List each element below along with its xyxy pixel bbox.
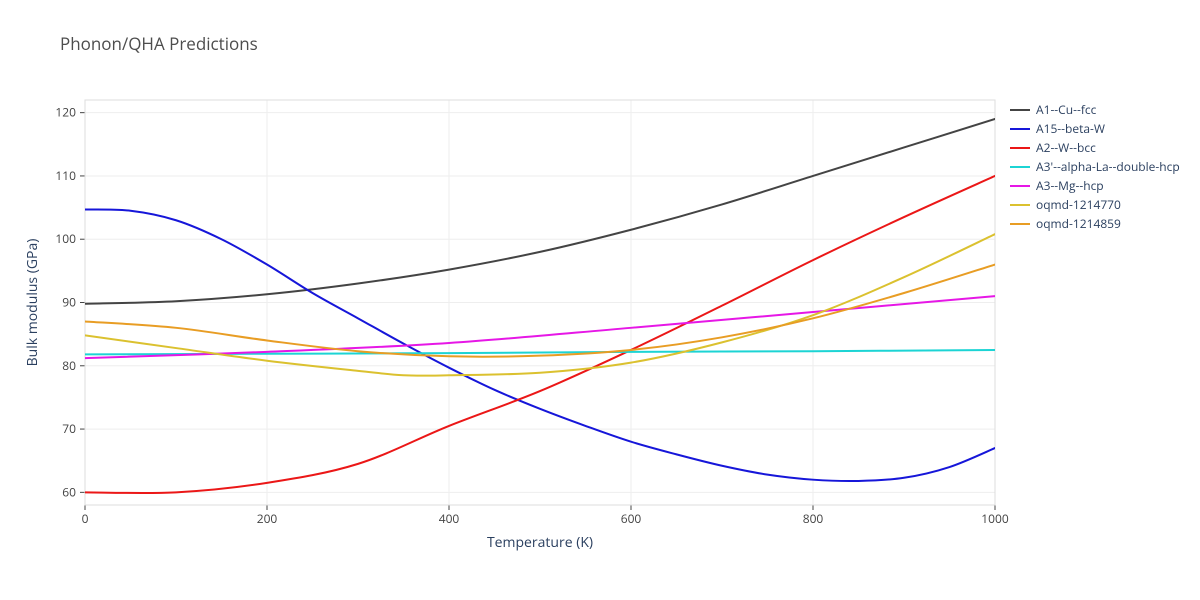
x-tick-label: 400: [439, 510, 460, 527]
legend-swatch: [1010, 223, 1030, 225]
y-tick-label: 70: [62, 420, 76, 437]
legend-item[interactable]: A2--W--bcc: [1010, 138, 1180, 157]
legend-swatch: [1010, 204, 1030, 206]
legend: A1--Cu--fcc A15--beta-W A2--W--bcc A3'--alp…: [1010, 100, 1180, 233]
y-tick-label: 100: [55, 230, 76, 247]
legend-swatch: [1010, 109, 1030, 111]
legend-item[interactable]: A3--Mg--hcp: [1010, 176, 1180, 195]
legend-label: A1--Cu--fcc: [1036, 101, 1096, 118]
legend-item[interactable]: A3'--alpha-La--double-hcp: [1010, 157, 1180, 176]
y-tick-label: 120: [55, 104, 76, 121]
legend-item[interactable]: A15--beta-W: [1010, 119, 1180, 138]
x-tick-label: 800: [803, 510, 824, 527]
legend-label: A15--beta-W: [1036, 120, 1105, 137]
y-tick-label: 90: [62, 294, 76, 311]
y-tick-label: 60: [62, 483, 76, 500]
y-tick-label: 80: [62, 357, 76, 374]
legend-item[interactable]: oqmd-1214859: [1010, 214, 1180, 233]
y-axis-label: Bulk modulus (GPa): [23, 239, 42, 367]
legend-swatch: [1010, 128, 1030, 130]
x-tick-label: 200: [257, 510, 278, 527]
chart-container: Phonon/QHA Predictions 02004006008001000…: [0, 0, 1200, 600]
legend-swatch: [1010, 166, 1030, 168]
legend-label: oqmd-1214859: [1036, 215, 1121, 232]
legend-label: oqmd-1214770: [1036, 196, 1121, 213]
legend-label: A2--W--bcc: [1036, 139, 1096, 156]
legend-label: A3--Mg--hcp: [1036, 177, 1104, 194]
legend-swatch: [1010, 147, 1030, 149]
legend-item[interactable]: A1--Cu--fcc: [1010, 100, 1180, 119]
legend-item[interactable]: oqmd-1214770: [1010, 195, 1180, 214]
y-tick-label: 110: [55, 167, 76, 184]
x-tick-label: 600: [621, 510, 642, 527]
x-tick-label: 1000: [981, 510, 1009, 527]
x-axis-label: Temperature (K): [487, 533, 593, 552]
legend-swatch: [1010, 185, 1030, 187]
legend-label: A3'--alpha-La--double-hcp: [1036, 158, 1180, 175]
chart-svg: 0 200 400 600 800 1000 60 70 80 90 100 110 120 Temper…: [0, 0, 1200, 600]
x-tick-label: 0: [82, 510, 89, 527]
